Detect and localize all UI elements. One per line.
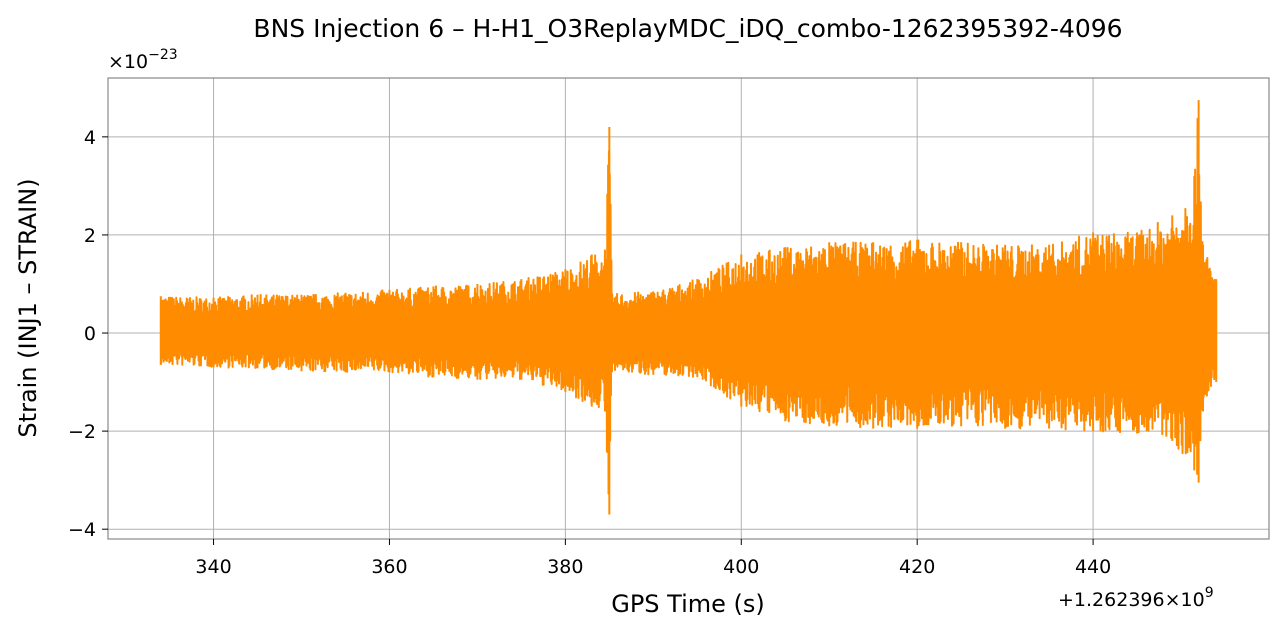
y-axis-label: Strain (INJ1 – STRAIN) [14, 178, 42, 437]
y-tick-label: 0 [84, 323, 96, 345]
x-ticks: 340 360 380 400 420 440 [195, 539, 1111, 578]
x-tick-label: 440 [1075, 556, 1111, 578]
y-tick-label: −2 [68, 421, 96, 443]
y-ticks: −4 −2 0 2 4 [68, 127, 108, 541]
y-tick-label: 4 [84, 127, 96, 149]
x-tick-label: 360 [371, 556, 407, 578]
chart-title: BNS Injection 6 – H-H1_O3ReplayMDC_iDQ_c… [253, 14, 1122, 43]
x-tick-label: 380 [547, 556, 583, 578]
x-tick-label: 340 [195, 556, 231, 578]
axes-frame [107, 77, 1270, 540]
x-tick-label: 400 [723, 556, 759, 578]
y-tick-label: 2 [84, 225, 96, 247]
strain-trace [159, 100, 1218, 515]
x-offset-factor: +1.262396×109 [1058, 585, 1214, 611]
y-tick-label: −4 [68, 519, 96, 541]
data-series [159, 100, 1218, 515]
y-scale-factor: ×10−23 [108, 47, 178, 73]
x-axis-label: GPS Time (s) [611, 590, 765, 618]
x-tick-label: 420 [899, 556, 935, 578]
